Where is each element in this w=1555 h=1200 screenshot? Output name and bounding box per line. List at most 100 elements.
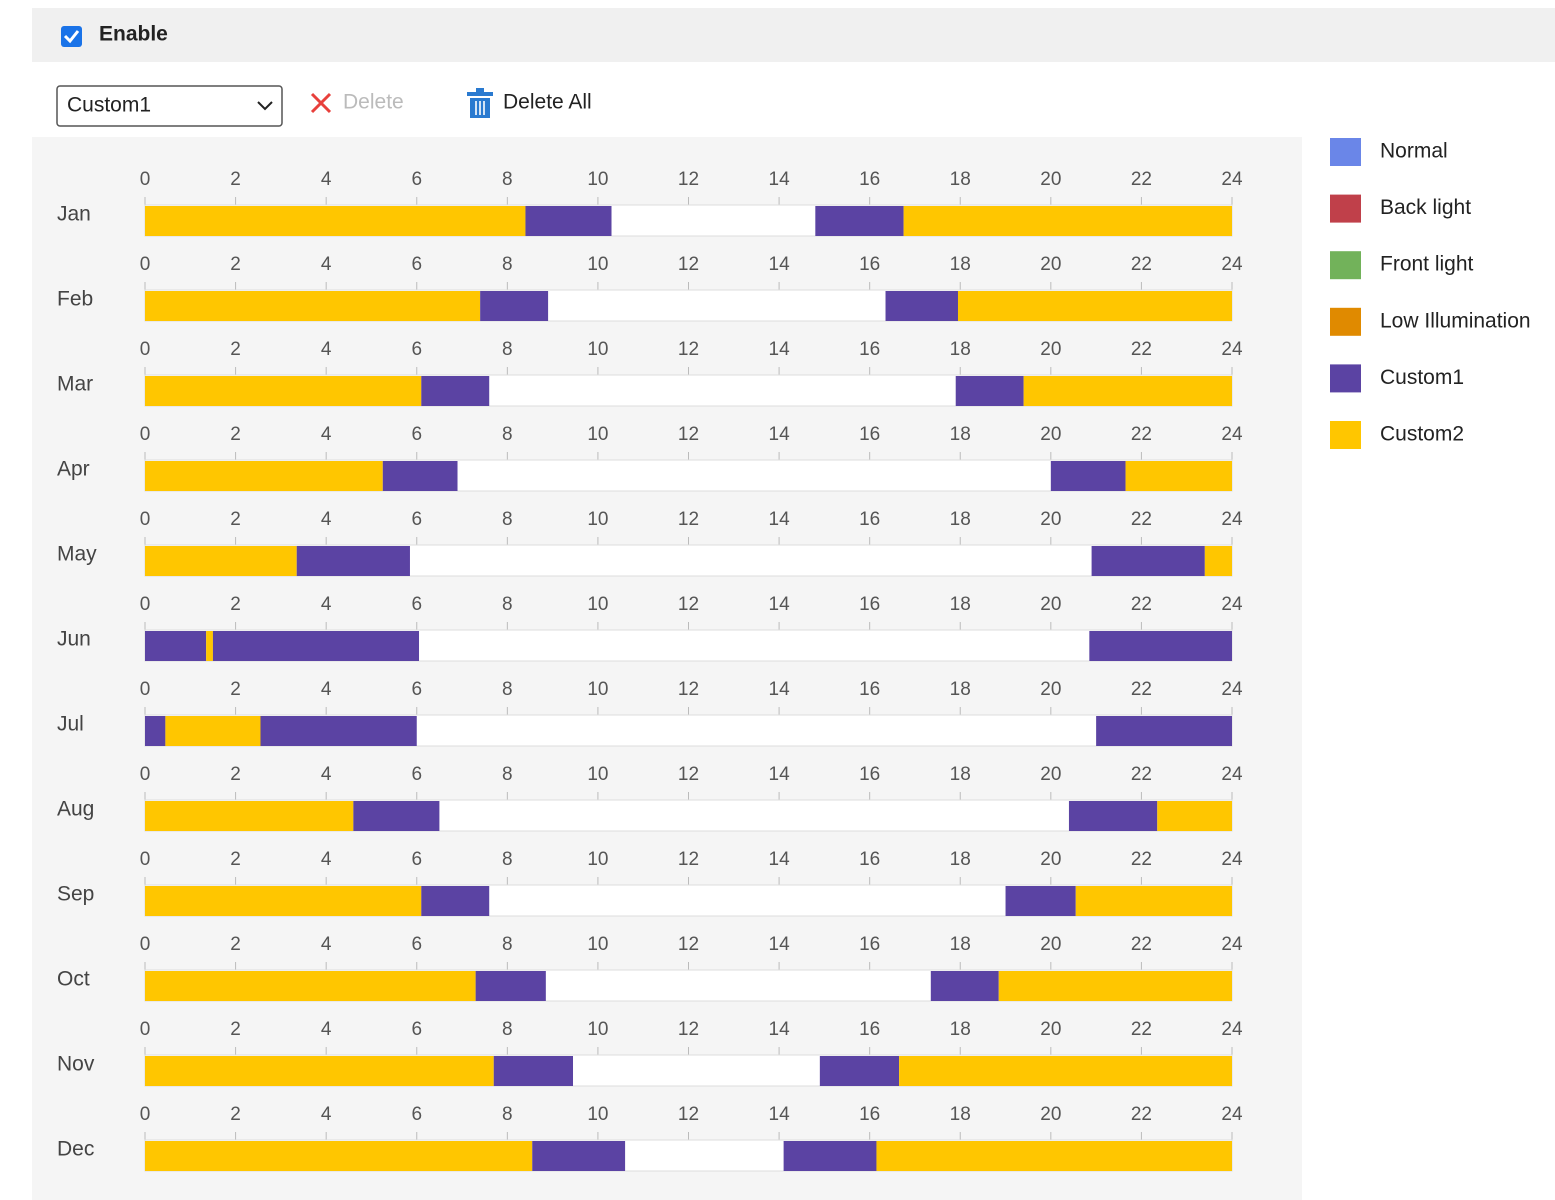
hour-tick-label: 14 [769,1019,791,1040]
hour-tick-label: 0 [140,934,151,955]
hour-tick-label: 16 [859,679,880,700]
hour-tick-label: 2 [230,679,241,700]
mode-select-value[interactable]: Custom1 [67,94,151,117]
hour-tick-label: 12 [678,849,699,870]
legend-swatch [1330,138,1361,166]
hour-tick-label: 8 [502,509,513,530]
hour-tick-label: 10 [587,1104,608,1125]
hour-tick-label: 12 [678,169,699,190]
hour-tick-label: 0 [140,679,151,700]
hour-tick-label: 2 [230,424,241,445]
hour-tick-label: 24 [1221,1019,1243,1040]
schedule-segment [353,801,440,831]
schedule-segment [903,206,1232,236]
trash-icon [467,88,493,118]
hour-tick-label: 8 [502,339,513,360]
hour-tick-label: 12 [678,424,699,445]
hour-tick-label: 4 [321,1104,332,1125]
hour-tick-label: 2 [230,849,241,870]
hour-tick-label: 0 [140,849,151,870]
hour-tick-label: 0 [140,169,151,190]
month-label: Dec [57,1138,94,1161]
schedule-segment [296,546,410,576]
hour-tick-label: 16 [859,509,880,530]
hour-tick-label: 14 [769,424,791,445]
hour-tick-label: 2 [230,254,241,275]
hour-tick-label: 14 [769,764,791,785]
legend-label: Low Illumination [1380,309,1531,332]
schedule-segment [957,291,1232,321]
hour-tick-label: 24 [1221,849,1243,870]
hour-tick-label: 12 [678,254,699,275]
schedule-segment [1096,716,1232,746]
hour-tick-label: 18 [950,1019,971,1040]
hour-tick-label: 22 [1131,849,1152,870]
hour-tick-label: 4 [321,594,332,615]
schedule-segment [145,461,383,491]
hour-tick-label: 4 [321,339,332,360]
hour-tick-label: 22 [1131,1019,1152,1040]
hour-tick-label: 6 [411,1019,422,1040]
hour-tick-label: 8 [502,424,513,445]
hour-tick-label: 12 [678,764,699,785]
month-label: Jun [57,628,91,651]
hour-tick-label: 4 [321,1019,332,1040]
hour-tick-label: 2 [230,934,241,955]
hour-tick-label: 10 [587,339,608,360]
hour-tick-label: 8 [502,594,513,615]
month-label: Apr [57,458,90,481]
hour-tick-label: 20 [1040,679,1061,700]
legend-label: Custom1 [1380,366,1464,389]
hour-tick-label: 4 [321,849,332,870]
schedule-segment [819,1056,900,1086]
hour-tick-label: 22 [1131,764,1152,785]
hour-tick-label: 10 [587,1019,608,1040]
hour-tick-label: 8 [502,1104,513,1125]
delete-button[interactable]: Delete [343,91,404,114]
schedule-segment [145,291,481,321]
hour-tick-label: 6 [411,849,422,870]
enable-checkbox[interactable] [61,26,82,47]
hour-tick-label: 16 [859,764,880,785]
hour-tick-label: 22 [1131,424,1152,445]
legend-swatch [1330,307,1361,336]
hour-tick-label: 14 [769,849,791,870]
hour-tick-label: 4 [321,169,332,190]
schedule-segment [421,376,490,406]
schedule-segment [206,631,213,661]
delete-all-button[interactable]: Delete All [503,91,592,114]
enable-label[interactable]: Enable [99,23,168,46]
hour-tick-label: 16 [859,254,880,275]
mode-select[interactable] [56,85,283,127]
hour-tick-label: 24 [1221,934,1243,955]
schedule-segment [145,1056,494,1086]
hour-tick-label: 12 [678,339,699,360]
hour-tick-label: 20 [1040,169,1061,190]
hour-tick-label: 18 [950,764,971,785]
hour-tick-label: 6 [411,594,422,615]
hour-tick-label: 16 [859,169,880,190]
schedule-segment [165,716,261,746]
schedule-segment [1089,631,1232,661]
legend-swatch [1330,194,1361,223]
hour-tick-label: 4 [321,509,332,530]
checkbox-box [61,26,82,47]
schedule-segment [1005,886,1076,916]
hour-tick-label: 22 [1131,509,1152,530]
hour-tick-label: 14 [769,679,791,700]
hour-tick-label: 20 [1040,1104,1061,1125]
month-label: Nov [57,1053,95,1076]
schedule-segment [1068,801,1158,831]
hour-tick-label: 16 [859,1104,880,1125]
hour-tick-label: 20 [1040,594,1061,615]
hour-tick-label: 14 [769,594,791,615]
schedule-segment [1023,376,1232,406]
hour-tick-label: 20 [1040,934,1061,955]
hour-tick-label: 10 [587,679,608,700]
hour-tick-label: 0 [140,764,151,785]
schedule-segment [382,461,458,491]
month-label: Jul [57,713,84,736]
hour-tick-label: 0 [140,254,151,275]
month-label: Feb [57,288,93,311]
hour-tick-label: 12 [678,1104,699,1125]
